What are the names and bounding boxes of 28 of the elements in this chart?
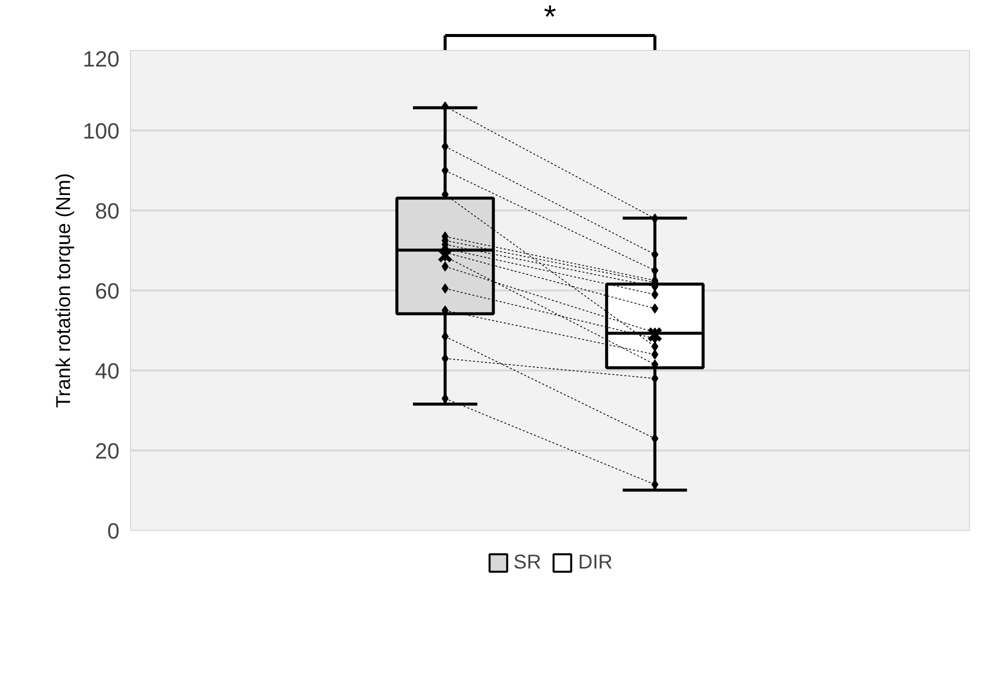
point <box>651 304 658 314</box>
point <box>651 480 658 490</box>
y-tick-label: 100 <box>82 118 120 144</box>
y-tick-label: 120 <box>82 46 120 72</box>
y-tick-label: 0 <box>107 518 120 544</box>
point <box>651 214 658 224</box>
y-tick-label: 20 <box>95 438 120 464</box>
point <box>442 284 449 294</box>
legend-label: SR <box>513 551 542 574</box>
point <box>442 142 449 152</box>
point <box>651 290 658 300</box>
point <box>442 354 449 364</box>
point <box>651 250 658 260</box>
y-tick-label: 60 <box>95 278 120 304</box>
y-tick-label: 80 <box>95 198 120 224</box>
point <box>651 266 658 276</box>
point <box>651 374 658 384</box>
y-axis-title: Trank rotation torque (Nm) <box>52 173 75 408</box>
point <box>442 262 449 272</box>
legend-label: DIR <box>578 551 613 574</box>
point <box>442 332 449 342</box>
point <box>442 102 449 112</box>
point <box>651 350 658 360</box>
point <box>651 434 658 444</box>
text: * <box>544 0 556 34</box>
y-tick-label: 40 <box>95 358 120 384</box>
point <box>442 394 449 404</box>
point <box>442 166 449 176</box>
